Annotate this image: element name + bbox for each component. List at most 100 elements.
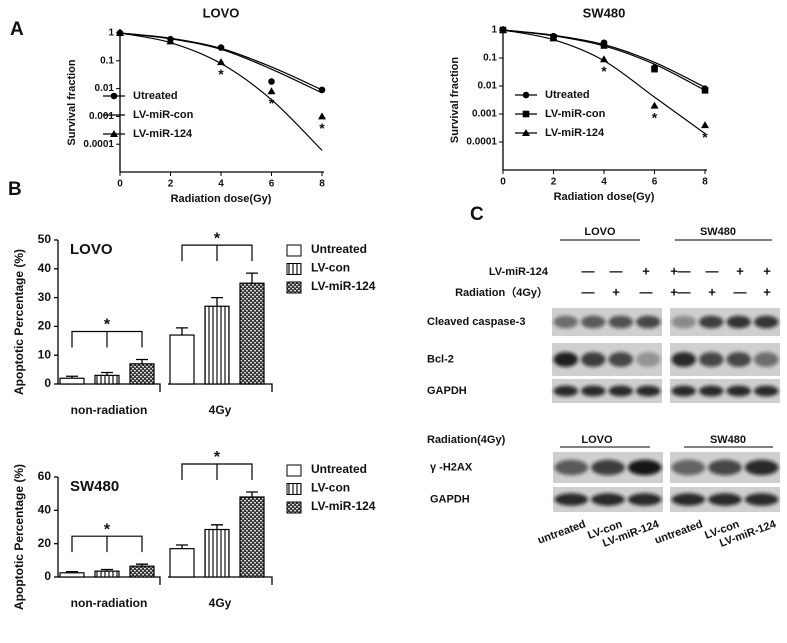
blot-band — [744, 459, 779, 476]
blot-band — [554, 493, 589, 506]
blot-band — [671, 459, 706, 476]
condition-sign: + — [736, 263, 744, 278]
marker — [600, 42, 608, 49]
legend-label: LV-miR-124 — [311, 499, 376, 513]
y-tick-label: 0 — [44, 569, 51, 583]
error-bar — [176, 544, 188, 549]
condition-sign: + — [670, 284, 678, 299]
blot-band — [581, 315, 606, 329]
significance: * — [214, 449, 221, 466]
y-tick-label: 0.001 — [89, 111, 114, 122]
error-bar — [136, 358, 148, 364]
x-tick-label: 0 — [500, 177, 506, 188]
condition-sign: + — [670, 263, 678, 278]
y-tick-label: 50 — [38, 232, 52, 246]
error-bar — [66, 375, 78, 379]
blot-band — [754, 315, 779, 329]
marker — [522, 91, 530, 99]
marker — [217, 58, 225, 66]
marker — [110, 130, 118, 137]
blot-band — [754, 385, 779, 397]
row-label: Bcl-2 — [427, 353, 454, 365]
y-tick-label: 20 — [38, 536, 52, 550]
bar — [59, 377, 85, 385]
blot-band — [708, 459, 742, 476]
x-tick-label: 2 — [168, 179, 174, 190]
condition-sign: — — [610, 263, 623, 278]
y-tick-label: 40 — [38, 261, 52, 275]
y-tick-label: 1 — [108, 28, 114, 39]
marker — [522, 110, 530, 118]
blot-band — [581, 352, 606, 367]
y-tick-label: 0.1 — [483, 53, 497, 64]
legend-swatch — [286, 281, 302, 294]
row-label: GAPDH — [430, 493, 470, 505]
condition-sign: + — [612, 284, 620, 299]
blot-band — [671, 315, 696, 329]
y-tick-label: 1 — [491, 25, 497, 36]
blot-band — [726, 352, 751, 367]
annotation: * — [601, 63, 607, 79]
bar — [239, 496, 265, 578]
axis-line — [168, 383, 273, 392]
blot-band — [591, 459, 625, 476]
bar — [239, 282, 265, 385]
bracket — [181, 244, 253, 262]
condition-sign: — — [678, 263, 691, 278]
blot-band — [726, 385, 751, 397]
condition-sign: + — [642, 263, 650, 278]
bar — [204, 305, 230, 385]
marker — [166, 37, 175, 45]
x-axis-label: Radiation dose(Gy) — [554, 191, 655, 203]
marker — [110, 92, 118, 100]
y-tick-label: 0.001 — [472, 109, 497, 120]
marker — [701, 121, 709, 129]
condition-sign: + — [763, 263, 771, 278]
marker — [650, 101, 659, 109]
row-label: GAPDH — [427, 385, 467, 397]
blot-band — [553, 352, 578, 367]
legend-swatch — [286, 483, 302, 495]
condition-sign: + — [763, 284, 771, 299]
blot-band — [581, 385, 606, 397]
condition-sign: — — [706, 263, 719, 278]
blot-band — [627, 493, 662, 506]
y-tick-label: 40 — [38, 503, 52, 517]
blot-band — [608, 385, 633, 397]
panel-label: C — [470, 204, 484, 225]
y-tick-label: 0.1 — [100, 55, 114, 66]
blot-band — [699, 385, 724, 397]
x-tick-label: 6 — [652, 177, 658, 188]
marker — [549, 34, 558, 42]
y-tick-label: 0.01 — [478, 81, 498, 92]
condition-label: Radiation（4Gy） — [455, 286, 548, 299]
group-label: SW480 — [710, 434, 746, 446]
bar — [94, 374, 120, 385]
condition-label: Radiation(4Gy) — [427, 434, 506, 446]
marker — [651, 65, 658, 73]
condition-sign: — — [582, 284, 595, 299]
legend-swatch — [286, 501, 302, 514]
marker — [701, 87, 709, 94]
x-tick-label: 8 — [702, 177, 708, 188]
x-tick-label: 2 — [551, 177, 557, 188]
marker — [268, 78, 275, 85]
bar — [59, 572, 85, 578]
bar — [129, 565, 155, 578]
bracket — [71, 330, 143, 348]
blot-band — [608, 315, 633, 329]
marker — [267, 87, 276, 95]
error-bar — [246, 491, 258, 497]
legend-label: LV-miR-124 — [545, 127, 605, 139]
error-bar — [101, 371, 113, 376]
blot-band — [608, 352, 633, 367]
bracket — [71, 535, 143, 553]
legend-label: LV-miR-124 — [311, 279, 376, 293]
axis-line — [58, 383, 161, 392]
blot-band — [553, 315, 578, 329]
x-tick-label: 4Gy — [209, 403, 232, 417]
x-tick-label: non-radiation — [71, 403, 148, 417]
y-tick-label: 20 — [38, 319, 52, 333]
lane-label: untreated — [653, 518, 704, 546]
y-tick-label: 10 — [38, 347, 52, 361]
